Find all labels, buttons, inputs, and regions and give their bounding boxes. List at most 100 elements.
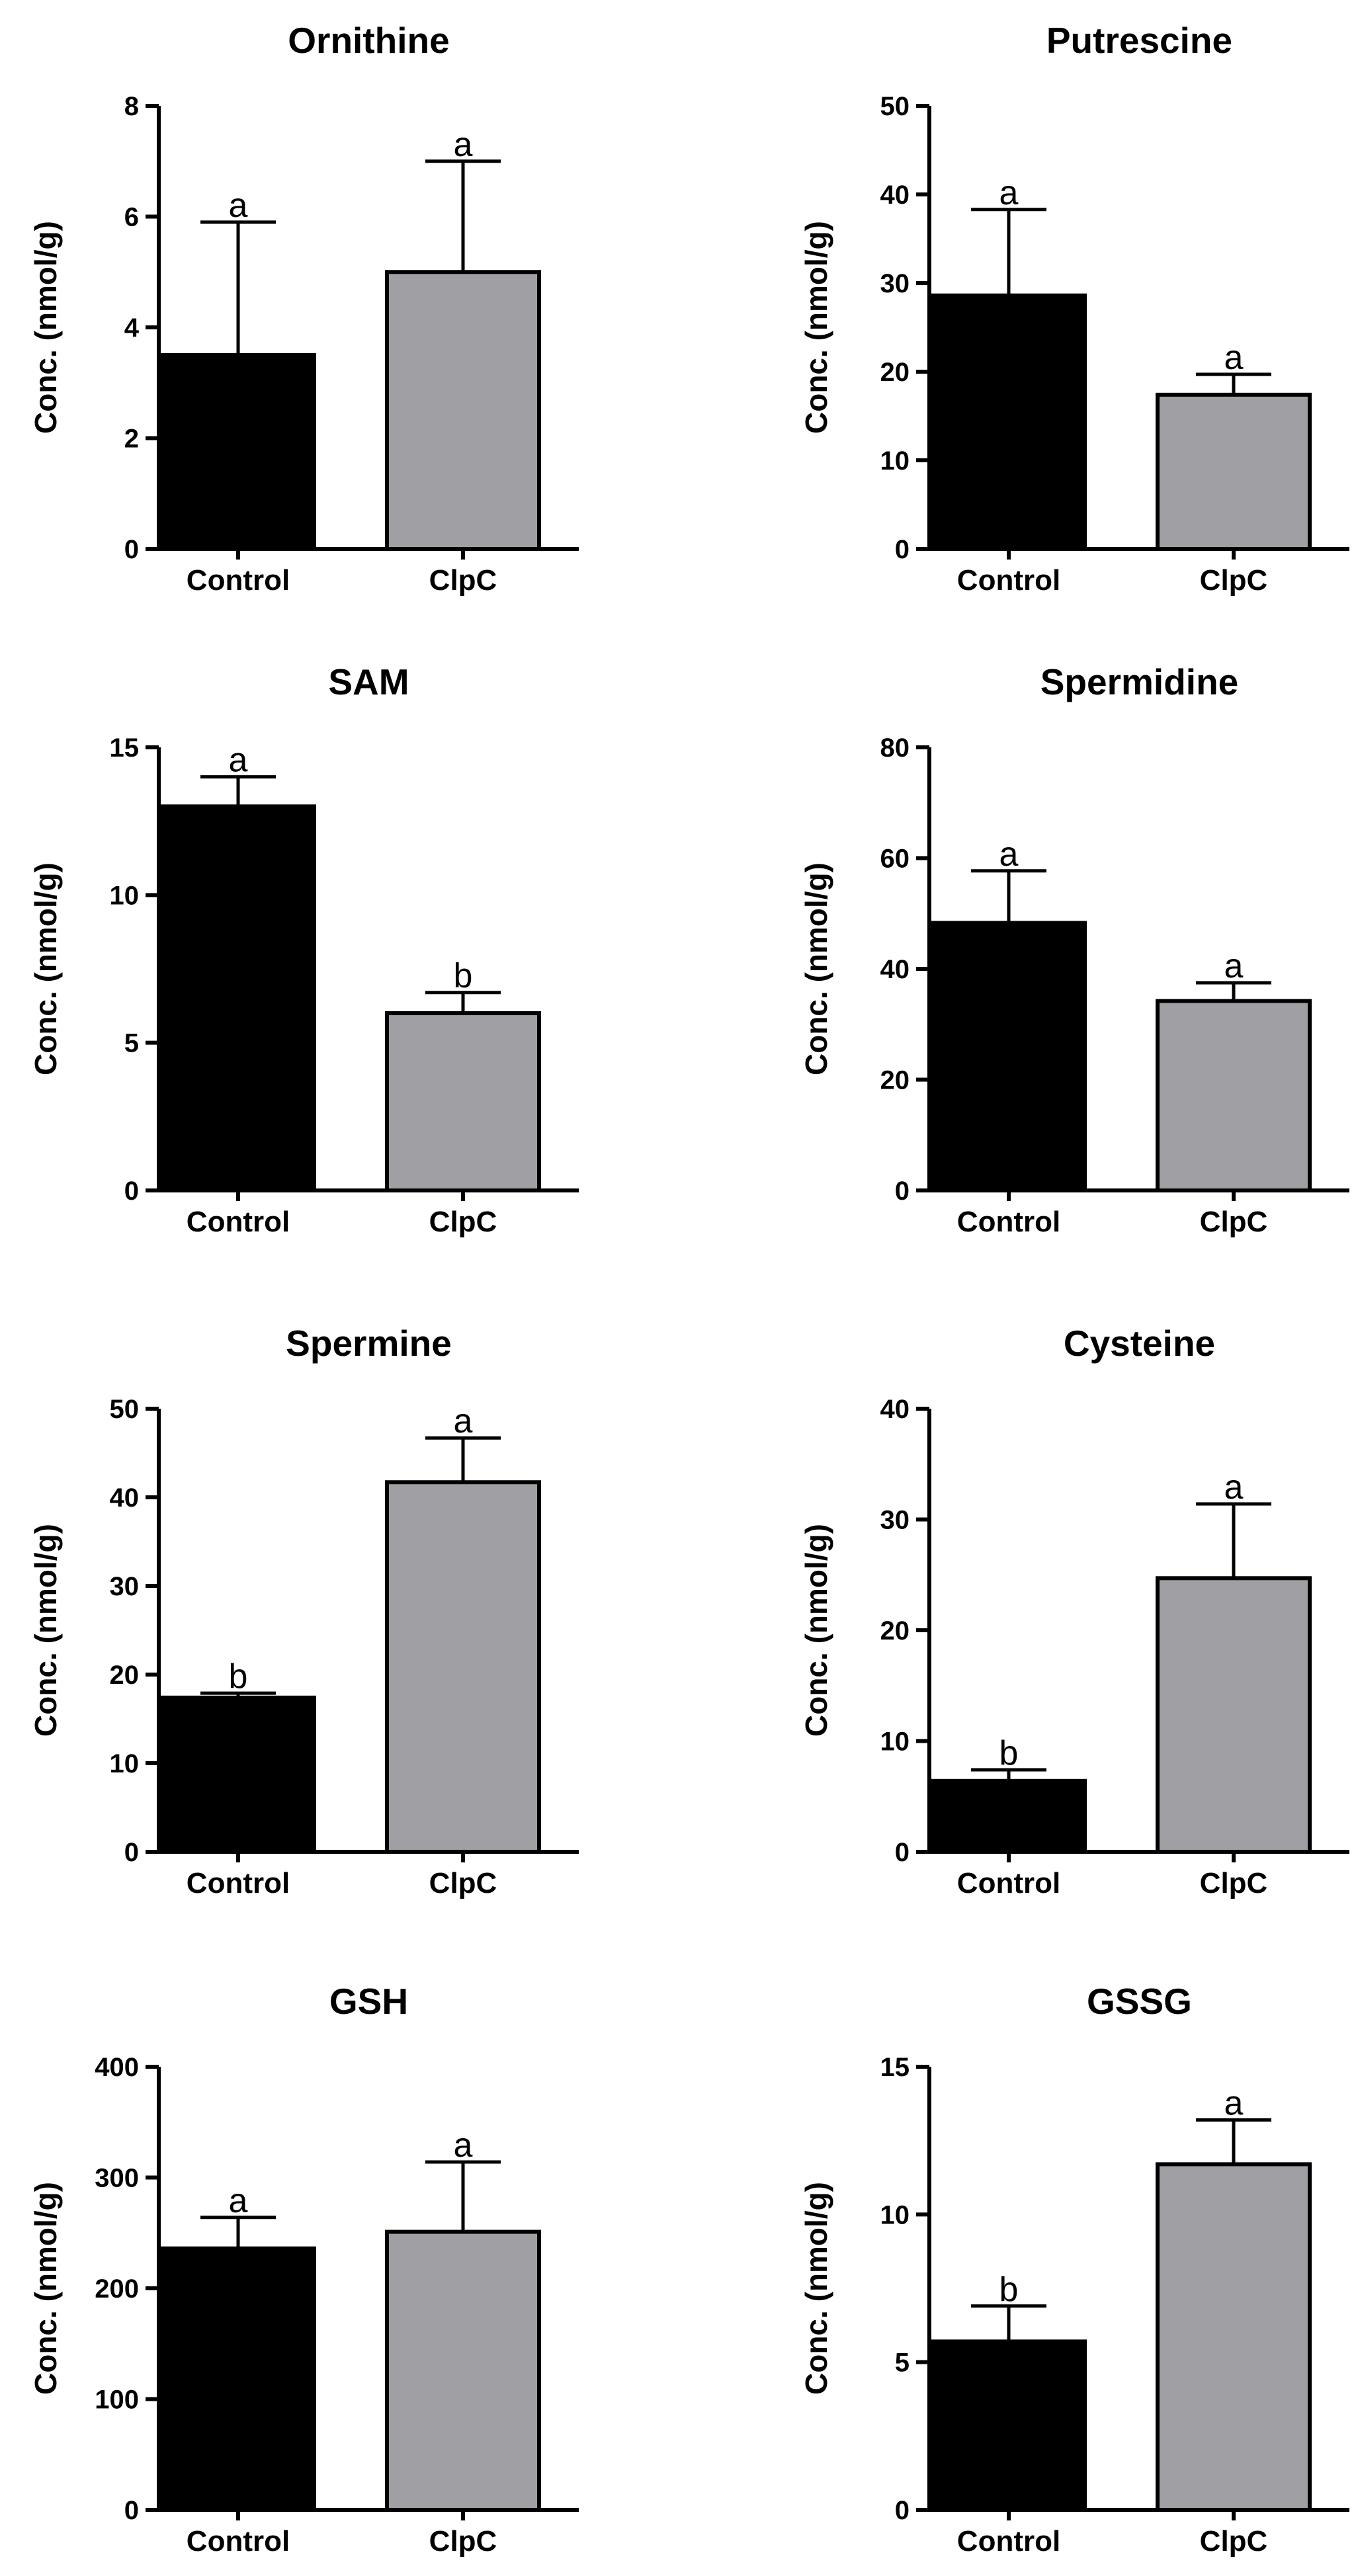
bar-clpc (1156, 392, 1312, 552)
bar-control (931, 2339, 1087, 2512)
significance-label: b (999, 2270, 1019, 2309)
bar-control (160, 1695, 316, 1854)
significance-label: a (229, 741, 248, 780)
y-tick-label: 6 (124, 203, 139, 232)
y-tick-label: 10 (110, 1749, 140, 1778)
chart-title: Putrescine (1046, 20, 1232, 61)
chart-panel-spermine: Spermine Conc. (nmol/g) b Control a ClpC 0 10 20… (28, 1323, 579, 1899)
y-axis-label: Conc. (nmol/g) (28, 1524, 63, 1737)
y-axis-label: Conc. (nmol/g) (799, 1524, 833, 1737)
category-label: ClpC (429, 2525, 497, 2557)
significance-label: a (454, 2126, 473, 2165)
y-tick-label: 0 (124, 535, 139, 564)
y-tick-label: 0 (895, 1838, 910, 1867)
bar-clpc (1156, 999, 1312, 1192)
significance-label: a (229, 2182, 248, 2220)
y-tick-label: 0 (124, 1838, 139, 1867)
y-tick-label: 20 (110, 1661, 140, 1690)
chart-panel-putrescine: Putrescine Conc. (nmol/g) a Control a ClpC 0 10… (799, 20, 1349, 597)
chart-panel-cysteine: Cysteine Conc. (nmol/g) b Control a ClpC 0 10 20… (799, 1323, 1349, 1899)
y-tick-label: 100 (95, 2386, 139, 2415)
significance-label: a (454, 126, 473, 164)
bar-clpc (385, 1011, 541, 1192)
chart-title: Ornithine (288, 20, 449, 61)
significance-label: a (999, 174, 1019, 212)
y-tick-label: 30 (880, 269, 910, 298)
category-label: ClpC (429, 564, 497, 597)
category-label: Control (957, 1206, 1060, 1238)
significance-label: b (999, 1734, 1019, 1772)
bar-control (931, 921, 1087, 1193)
chart-title: Cysteine (1064, 1323, 1215, 1364)
chart-title: GSSG (1087, 1981, 1192, 2022)
y-tick-label: 10 (880, 2200, 910, 2229)
significance-label: a (1224, 947, 1244, 985)
y-tick-label: 5 (124, 1029, 139, 1058)
significance-label: b (229, 1657, 248, 1696)
y-tick-label: 0 (124, 2496, 139, 2525)
chart-title: SAM (328, 661, 409, 702)
y-tick-label: 10 (880, 1727, 910, 1757)
chart-title: Spermidine (1040, 661, 1239, 702)
category-label: ClpC (429, 1206, 497, 1238)
y-axis-label: Conc. (nmol/g) (28, 2182, 63, 2395)
bar-control (931, 1778, 1087, 1854)
bar-clpc (385, 270, 541, 551)
y-tick-label: 4 (124, 313, 140, 343)
significance-label: a (1224, 2084, 1244, 2122)
significance-label: b (454, 957, 473, 995)
y-axis-label: Conc. (nmol/g) (28, 221, 63, 434)
bar-control (160, 353, 316, 551)
y-tick-label: 0 (124, 1177, 139, 1206)
y-tick-label: 2 (124, 425, 139, 454)
significance-label: a (1224, 339, 1244, 377)
y-tick-label: 400 (95, 2053, 139, 2082)
y-tick-label: 8 (124, 92, 139, 121)
category-label: ClpC (1200, 1867, 1268, 1899)
y-tick-label: 15 (110, 733, 140, 763)
chart-panel-spermidine: Spermidine Conc. (nmol/g) a Control a ClpC 0 20… (799, 661, 1349, 1238)
bar-control (160, 804, 316, 1193)
bar-clpc (385, 2229, 541, 2512)
y-tick-label: 20 (880, 1066, 910, 1095)
bar-clpc (1156, 2162, 1312, 2512)
y-tick-label: 200 (95, 2274, 139, 2304)
y-tick-label: 0 (895, 1177, 910, 1206)
chart-panel-ornithine: Ornithine Conc. (nmol/g) a Control a ClpC 0 2 4 6… (28, 20, 579, 597)
category-label: Control (187, 1206, 290, 1238)
category-label: Control (187, 2525, 290, 2557)
bar-control (931, 293, 1087, 551)
y-tick-label: 50 (880, 92, 910, 121)
y-axis-label: Conc. (nmol/g) (799, 2182, 833, 2395)
y-tick-label: 0 (895, 2496, 910, 2525)
y-tick-label: 10 (110, 881, 140, 910)
y-tick-label: 20 (880, 1616, 910, 1645)
bar-control (160, 2246, 316, 2512)
y-tick-label: 15 (880, 2053, 910, 2082)
y-tick-label: 300 (95, 2164, 139, 2193)
y-tick-label: 40 (880, 181, 910, 210)
y-tick-label: 40 (110, 1483, 140, 1513)
chart-title: Spermine (286, 1323, 452, 1364)
y-tick-label: 40 (880, 1395, 910, 1424)
y-tick-label: 60 (880, 845, 910, 874)
bar-clpc (1156, 1576, 1312, 1854)
significance-label: a (1224, 1468, 1244, 1507)
category-label: Control (957, 2525, 1060, 2557)
category-label: ClpC (1200, 2525, 1268, 2557)
significance-label: a (999, 835, 1019, 874)
category-label: Control (957, 564, 1060, 597)
category-label: Control (187, 564, 290, 597)
chart-panel-gsh: GSH Conc. (nmol/g) a Control a ClpC 0 100 200 300… (28, 1981, 579, 2557)
significance-label: a (229, 187, 248, 225)
bar-clpc (385, 1480, 541, 1854)
y-tick-label: 10 (880, 446, 910, 476)
chart-panel-sam: SAM Conc. (nmol/g) a Control b ClpC 0 5 10 15 (28, 661, 579, 1238)
y-tick-label: 40 (880, 955, 910, 984)
chart-panel-gssg: GSSG Conc. (nmol/g) b Control a ClpC 0 5 10 15 (799, 1981, 1349, 2557)
y-axis-label: Conc. (nmol/g) (799, 221, 833, 434)
category-label: ClpC (1200, 1206, 1268, 1238)
category-label: ClpC (429, 1867, 497, 1899)
y-tick-label: 5 (895, 2348, 910, 2378)
